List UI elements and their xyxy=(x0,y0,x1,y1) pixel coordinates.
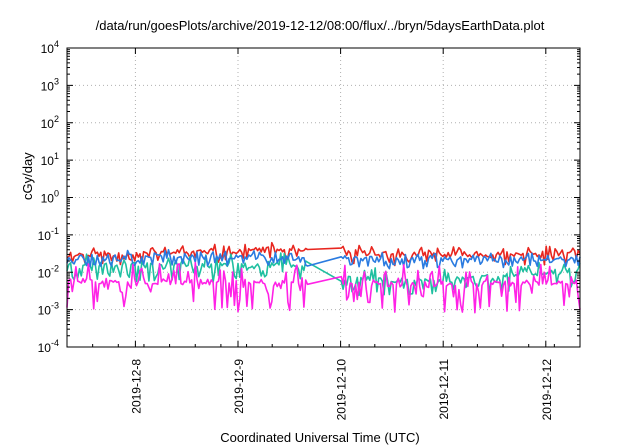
y-tick-label: 102 xyxy=(41,114,59,131)
series-line xyxy=(66,252,581,297)
series-group xyxy=(66,241,581,314)
y-tick-label: 10-1 xyxy=(38,226,59,243)
axis-ticks xyxy=(66,47,581,348)
series-line xyxy=(66,261,581,314)
y-tick-label: 10-2 xyxy=(38,263,59,280)
y-tick-label: 10-3 xyxy=(38,301,59,318)
y-tick-label: 104 xyxy=(41,39,59,56)
y-tick-label: 101 xyxy=(41,151,59,168)
gridlines xyxy=(67,48,580,347)
y-tick-label: 100 xyxy=(41,189,59,206)
y-tick-label: 10-4 xyxy=(38,338,59,355)
x-tick-label: 2019-12-8 xyxy=(129,359,143,414)
x-tick-labels: 2019-12-8 2019-12-9 2019-12-10 2019-12-11 20… xyxy=(129,359,553,421)
x-tick-label: 2019-12-12 xyxy=(540,359,554,421)
chart-title: /data/run/goesPlots/archive/2019-12-12/0… xyxy=(95,18,545,33)
x-tick-label: 2019-12-9 xyxy=(232,359,246,414)
y-axis-label: cGy/day xyxy=(20,152,35,200)
y-tick-label: 103 xyxy=(41,76,59,93)
y-tick-labels: 10-4 10-3 10-2 10-1 100 101 102 103 104 xyxy=(38,39,59,355)
x-tick-label: 2019-12-11 xyxy=(437,359,451,420)
x-axis-label: Coordinated Universal Time (UTC) xyxy=(220,430,420,445)
x-tick-label: 2019-12-10 xyxy=(335,359,349,421)
series-line xyxy=(66,249,581,270)
